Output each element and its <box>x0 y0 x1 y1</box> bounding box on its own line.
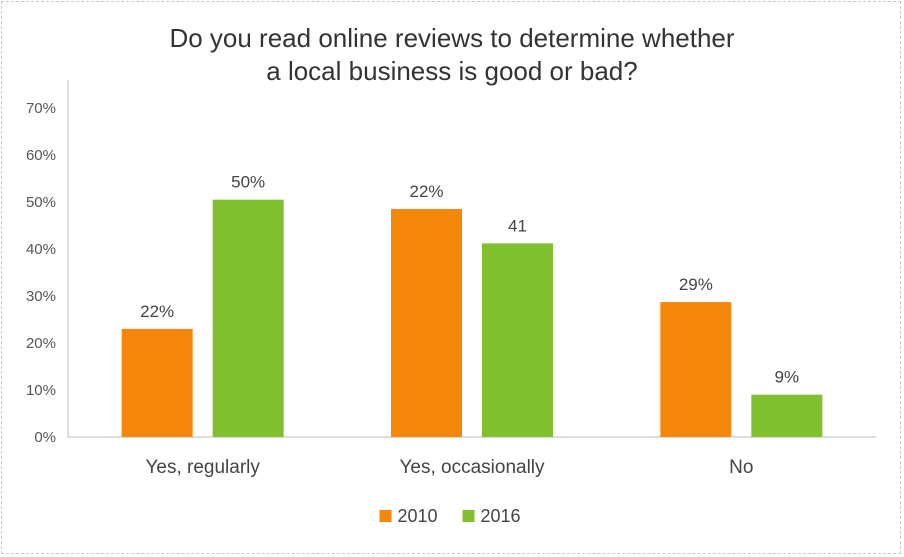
chart-title-line-1: Do you read online reviews to determine … <box>169 23 735 53</box>
y-tick-label: 0% <box>34 429 56 446</box>
y-tick-label: 10% <box>26 382 56 399</box>
bar-2016-2 <box>751 394 823 437</box>
data-label: 22% <box>409 182 443 201</box>
data-label: 41 <box>508 216 527 235</box>
y-tick-label: 60% <box>26 147 56 164</box>
y-tick-label: 20% <box>26 335 56 352</box>
legend: 2010 2016 <box>379 506 521 526</box>
data-label: 50% <box>231 173 265 192</box>
chart-title-line-2: a local business is good or bad? <box>266 56 638 86</box>
category-label: Yes, regularly <box>145 457 260 478</box>
legend-label-2010: 2010 <box>398 506 438 526</box>
data-label: 22% <box>140 302 174 321</box>
y-tick-label: 50% <box>26 194 56 211</box>
y-tick-label: 70% <box>26 100 56 117</box>
data-label: 29% <box>679 275 713 294</box>
category-label: Yes, occasionally <box>399 457 545 478</box>
data-label: 9% <box>775 368 800 387</box>
legend-swatch-2010 <box>379 510 392 522</box>
y-axis: 0% 10% 20% 30% 40% 50% 60% 70% <box>26 100 56 446</box>
category-label: No <box>729 457 753 478</box>
bar-2010-1 <box>391 209 462 437</box>
category-labels: Yes, regularly Yes, occasionally No <box>145 457 753 478</box>
y-tick-label: 40% <box>26 241 56 258</box>
bar-2016-0 <box>212 199 284 437</box>
legend-swatch-2016 <box>462 510 475 522</box>
bar-2010-0 <box>121 328 193 437</box>
bars <box>121 199 823 437</box>
bar-2010-2 <box>660 302 732 437</box>
chart-title: Do you read online reviews to determine … <box>0 22 904 88</box>
legend-label-2016: 2016 <box>481 506 521 526</box>
bar-2016-1 <box>482 243 553 437</box>
data-labels: 22% 50% 22% 41 29% 9% <box>140 173 799 387</box>
y-tick-label: 30% <box>26 288 56 305</box>
